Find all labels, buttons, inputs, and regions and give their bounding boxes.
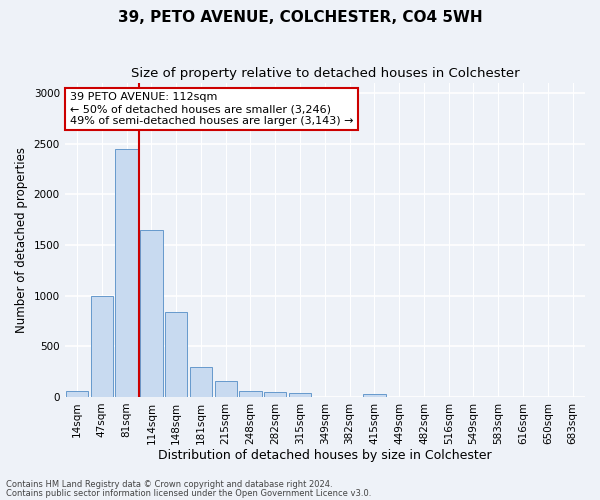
Bar (140, 230, 163, 397)
Bar (363, 394, 386, 397)
Bar (66, 391, 88, 397)
Bar (115, 149, 138, 397)
Bar (91, 296, 113, 397)
Bar (289, 394, 311, 397)
Text: 39 PETO AVENUE: 112sqm
← 50% of detached houses are smaller (3,246)
49% of semi-: 39 PETO AVENUE: 112sqm ← 50% of detached… (70, 92, 353, 126)
X-axis label: Distribution of detached houses by size in Colchester: Distribution of detached houses by size … (158, 450, 491, 462)
Bar (190, 366, 212, 397)
Text: Contains public sector information licensed under the Open Government Licence v3: Contains public sector information licen… (6, 488, 371, 498)
Bar (215, 382, 237, 397)
Bar (239, 391, 262, 397)
Bar (165, 312, 187, 397)
Title: Size of property relative to detached houses in Colchester: Size of property relative to detached ho… (131, 68, 519, 80)
Text: Contains HM Land Registry data © Crown copyright and database right 2024.: Contains HM Land Registry data © Crown c… (6, 480, 332, 489)
Bar (264, 392, 286, 397)
Text: 39, PETO AVENUE, COLCHESTER, CO4 5WH: 39, PETO AVENUE, COLCHESTER, CO4 5WH (118, 10, 482, 25)
Y-axis label: Number of detached properties: Number of detached properties (15, 147, 28, 333)
